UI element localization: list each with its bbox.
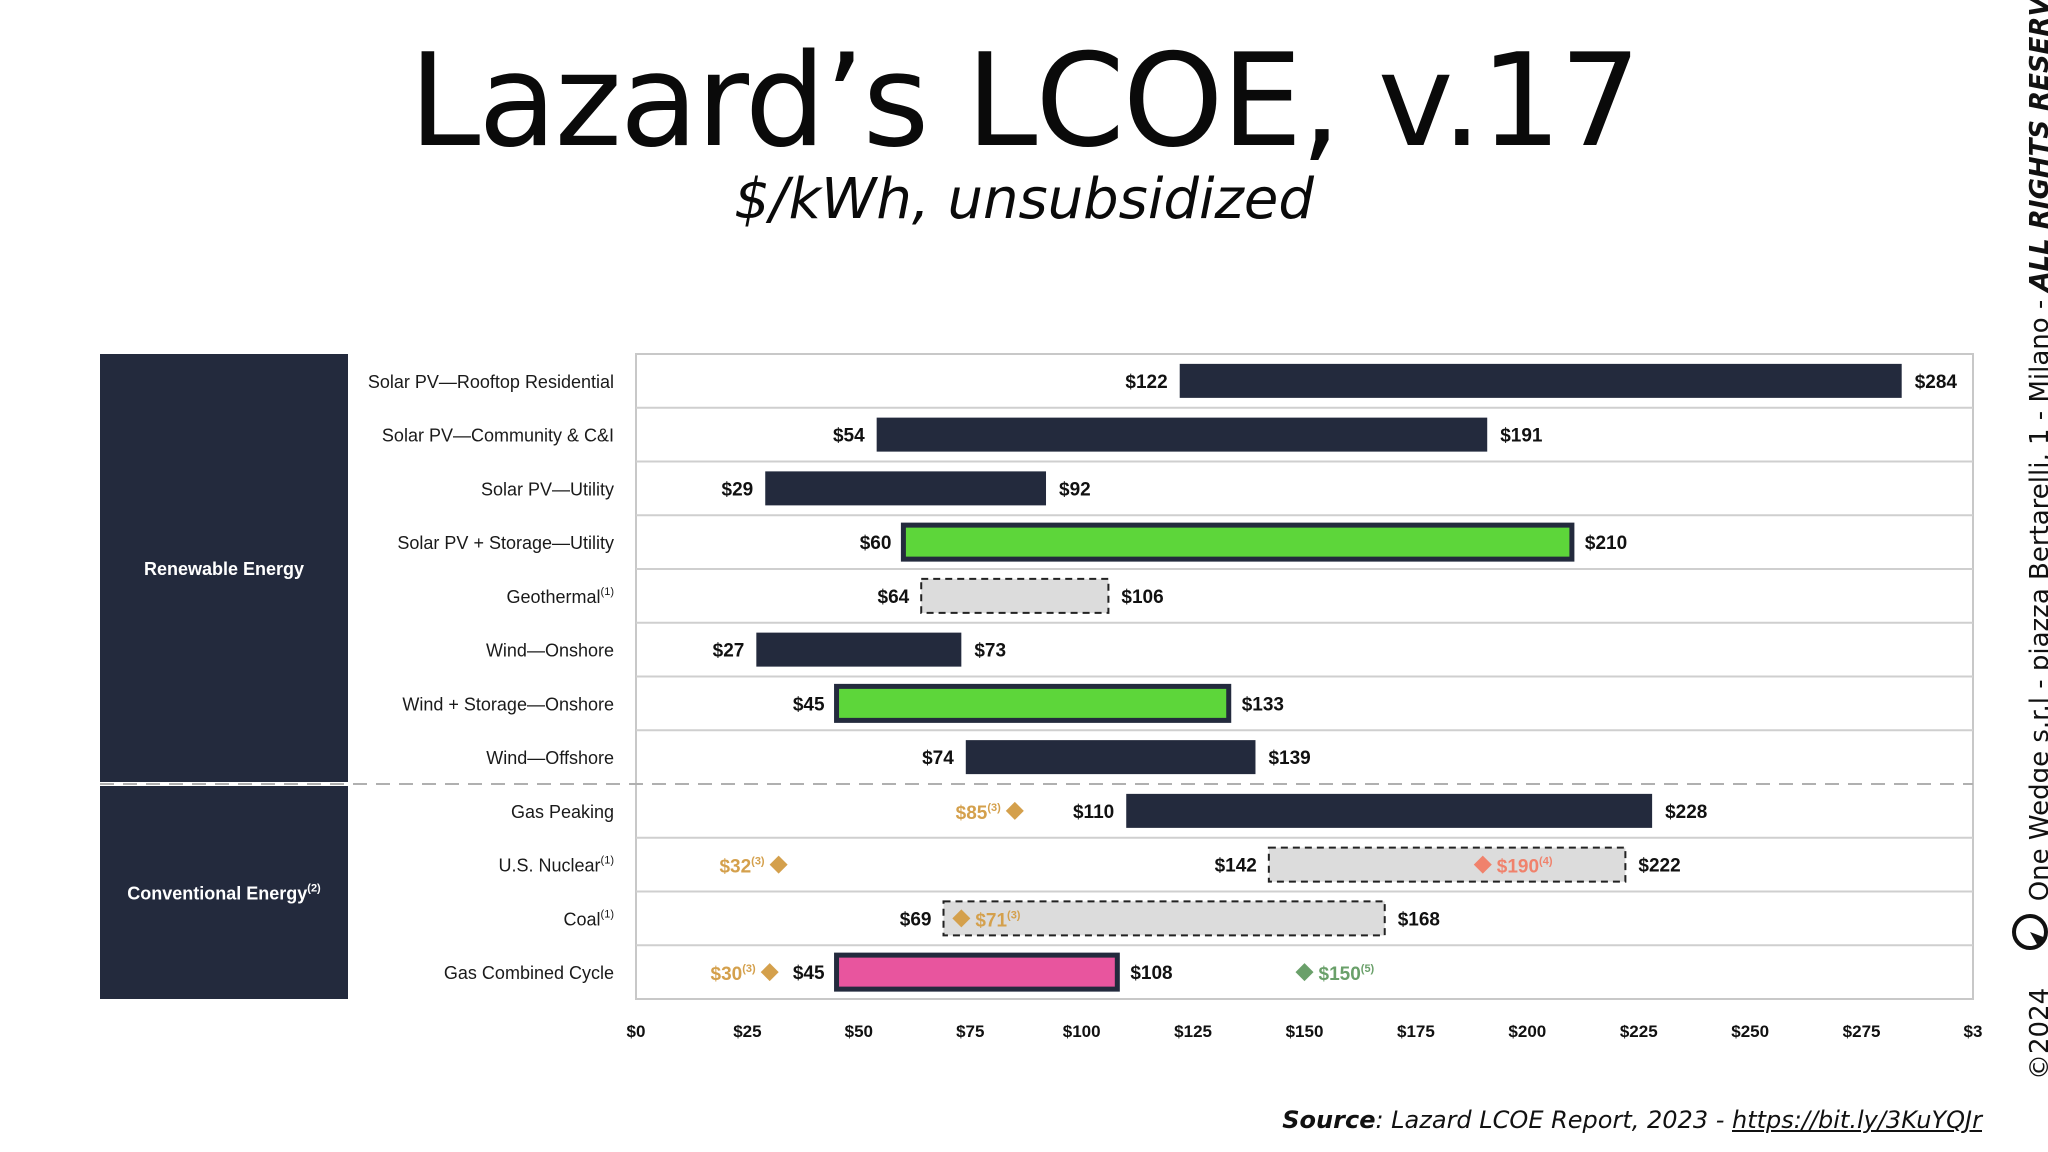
range-bar	[876, 417, 1488, 452]
x-tick-label: $75	[956, 1022, 984, 1041]
x-tick-label: $225	[1620, 1022, 1658, 1041]
x-tick-label: $125	[1174, 1022, 1212, 1041]
low-value-label: $122	[1125, 372, 1167, 393]
range-bar	[1179, 363, 1902, 398]
high-value-label: $168	[1398, 909, 1440, 930]
low-value-label: $74	[922, 748, 954, 769]
high-value-label: $284	[1915, 372, 1958, 393]
low-value-label: $27	[713, 641, 745, 662]
marker-label-footnote: (3)	[1007, 909, 1021, 921]
x-tick-label: $250	[1731, 1022, 1769, 1041]
high-value-label: $222	[1638, 856, 1680, 877]
row-label: U.S. Nuclear(1)	[499, 855, 615, 876]
range-bar	[942, 900, 1386, 937]
group-label: Conventional Energy(2)	[127, 883, 321, 904]
group-block-1	[100, 786, 348, 999]
low-value-label: $142	[1215, 856, 1257, 877]
page-subtitle: $/kWh, unsubsidized	[734, 167, 1314, 232]
marker-label-footnote: (3)	[751, 856, 765, 868]
estimate-marker	[1005, 801, 1024, 820]
group-label: Renewable Energy	[144, 559, 304, 579]
x-tick-label: $175	[1397, 1022, 1435, 1041]
range-bar	[765, 471, 1047, 506]
company-address: One Wedge s.r.l - piazza Bertarelli, 1 -…	[2025, 300, 2048, 902]
low-value-label: $60	[860, 533, 892, 554]
group-label-footnote: (2)	[307, 883, 321, 895]
low-value-label: $45	[793, 963, 825, 984]
row-label: Wind—Onshore	[486, 641, 614, 661]
high-value-label: $139	[1268, 748, 1310, 769]
low-value-label: $45	[793, 694, 825, 715]
high-value-label: $191	[1500, 426, 1543, 447]
marker-label-footnote: (4)	[1539, 856, 1553, 868]
x-tick-label: $200	[1508, 1022, 1546, 1041]
source-text: : Lazard LCOE Report, 2023 -	[1375, 1106, 1732, 1134]
x-tick-label: $100	[1063, 1022, 1101, 1041]
estimate-marker	[952, 909, 971, 928]
row-label: Coal(1)	[564, 908, 614, 929]
row-label: Solar PV + Storage—Utility	[397, 533, 614, 553]
row-label: Solar PV—Rooftop Residential	[368, 372, 614, 392]
high-value-label: $228	[1665, 802, 1707, 823]
high-value-label: $210	[1585, 533, 1627, 554]
range-bar	[920, 577, 1110, 614]
range-bar	[834, 683, 1232, 723]
rights-reserved: ALL RIGHTS RESERVED	[2025, 0, 2048, 292]
range-bar	[900, 522, 1575, 562]
page-title: Lazard’s LCOE, v.17	[408, 27, 1641, 176]
marker-label-footnote: (3)	[742, 963, 756, 975]
high-value-label: $108	[1130, 963, 1172, 984]
row-label: Wind + Storage—Onshore	[402, 694, 614, 714]
one-wedge-logo-icon	[2012, 914, 2048, 950]
row-label: Solar PV—Utility	[481, 479, 614, 499]
row-label: Wind—Offshore	[486, 748, 614, 768]
high-value-label: $106	[1121, 587, 1163, 608]
high-value-label: $133	[1242, 694, 1284, 715]
x-tick-label: $150	[1286, 1022, 1324, 1041]
source-note: Source: Lazard LCOE Report, 2023 - https…	[1282, 1106, 1982, 1134]
marker-label-footnote: (3)	[987, 802, 1001, 814]
range-bar	[756, 632, 962, 667]
source-keyword: Source	[1282, 1106, 1376, 1134]
row-label-footnote: (1)	[601, 855, 614, 867]
x-tick-label: $3	[1964, 1022, 1983, 1041]
x-tick-label: $275	[1843, 1022, 1881, 1041]
range-bar	[1126, 793, 1653, 828]
marker-label: $150(5)	[1319, 963, 1375, 985]
marker-label: $190(4)	[1497, 856, 1553, 878]
low-value-label: $29	[722, 479, 754, 500]
low-value-label: $69	[900, 909, 932, 930]
marker-label-footnote: (5)	[1361, 963, 1375, 975]
copyright-year: ©2024	[2025, 987, 2048, 1080]
high-value-label: $73	[974, 641, 1006, 662]
x-tick-label: $25	[733, 1022, 761, 1041]
estimate-marker	[1473, 855, 1492, 874]
low-value-label: $110	[1073, 802, 1114, 823]
range-bar	[1267, 846, 1627, 883]
low-value-label: $64	[878, 587, 910, 608]
range-bar	[834, 952, 1120, 992]
row-label: Gas Combined Cycle	[444, 963, 614, 983]
vertical-copyright-notice: ©2024 One Wedge s.r.l - piazza Bertarell…	[2025, 0, 2048, 1080]
source-link[interactable]: https://bit.ly/3KuYQJr	[1732, 1106, 1982, 1134]
row-label: Geothermal(1)	[507, 586, 615, 607]
row-label-footnote: (1)	[601, 908, 614, 920]
x-tick-label: $0	[627, 1022, 646, 1041]
estimate-marker	[760, 963, 779, 982]
range-bar	[965, 740, 1256, 775]
row-label: Gas Peaking	[511, 802, 614, 822]
row-label: Solar PV—Community & C&I	[382, 426, 614, 446]
estimate-marker	[1295, 963, 1314, 982]
estimate-marker	[769, 855, 788, 874]
low-value-label: $54	[833, 426, 865, 447]
row-label-footnote: (1)	[601, 586, 614, 598]
x-tick-label: $50	[845, 1022, 873, 1041]
group-block-0	[100, 354, 348, 782]
high-value-label: $92	[1059, 479, 1091, 500]
